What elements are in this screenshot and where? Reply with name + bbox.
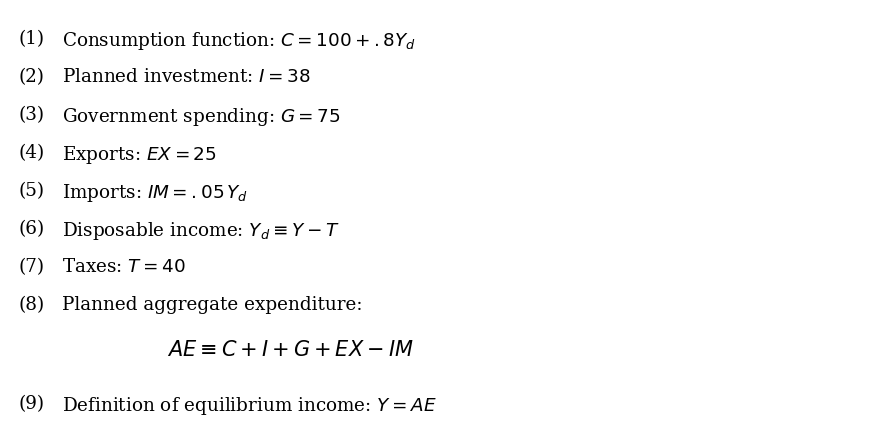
Text: Definition of equilibrium income: $Y = AE$: Definition of equilibrium income: $Y = A… [62, 395, 437, 417]
Text: (2): (2) [18, 68, 44, 86]
Text: (3): (3) [18, 106, 44, 124]
Text: Planned investment: $I = 38$: Planned investment: $I = 38$ [62, 68, 311, 86]
Text: $AE \equiv C + I + G + EX - IM$: $AE \equiv C + I + G + EX - IM$ [167, 340, 413, 360]
Text: Imports: $IM = .05\, Y_d$: Imports: $IM = .05\, Y_d$ [62, 182, 248, 204]
Text: Government spending: $G = 75$: Government spending: $G = 75$ [62, 106, 341, 128]
Text: (5): (5) [18, 182, 44, 200]
Text: (4): (4) [18, 144, 45, 162]
Text: Consumption function: $C = 100 + .8Y_d$: Consumption function: $C = 100 + .8Y_d$ [62, 30, 416, 52]
Text: (8): (8) [18, 296, 45, 314]
Text: Disposable income: $Y_d \equiv Y - T$: Disposable income: $Y_d \equiv Y - T$ [62, 220, 339, 242]
Text: (1): (1) [18, 30, 44, 48]
Text: (7): (7) [18, 258, 44, 276]
Text: Taxes: $T = 40$: Taxes: $T = 40$ [62, 258, 186, 276]
Text: Exports: $EX = 25$: Exports: $EX = 25$ [62, 144, 217, 166]
Text: Planned aggregate expenditure:: Planned aggregate expenditure: [62, 296, 363, 314]
Text: (9): (9) [18, 395, 44, 413]
Text: (6): (6) [18, 220, 45, 238]
